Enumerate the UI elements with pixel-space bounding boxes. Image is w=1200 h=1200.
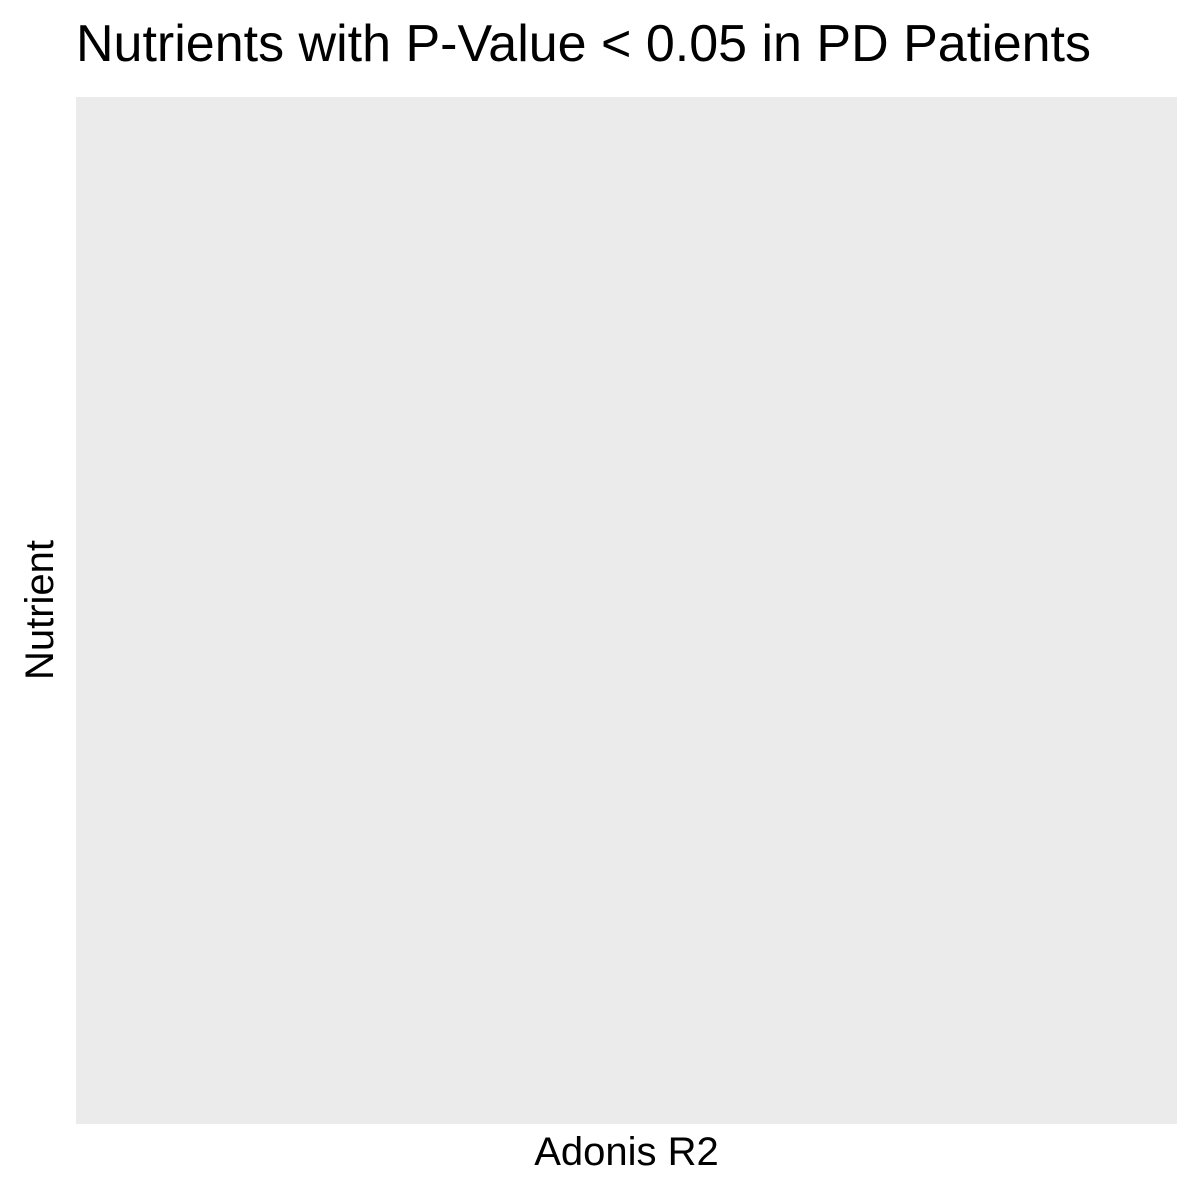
chart-title: Nutrients with P-Value < 0.05 in PD Pati… — [76, 15, 1091, 73]
plot-panel — [76, 97, 1177, 1124]
x-axis-label: Adonis R2 — [534, 1130, 719, 1174]
y-axis-label: Nutrient — [18, 539, 62, 681]
